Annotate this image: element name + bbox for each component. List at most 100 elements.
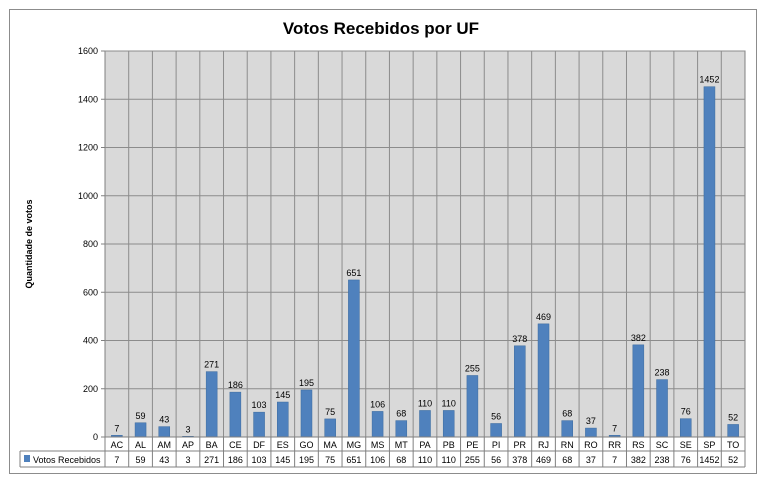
- x-category-label-RR: RR: [608, 440, 621, 450]
- table-value-SC: 238: [655, 455, 670, 465]
- data-label-TO: 52: [728, 412, 738, 422]
- bar-GO: [300, 389, 313, 438]
- gridlines: [105, 50, 745, 437]
- table-value-MT: 68: [396, 455, 406, 465]
- table-value-RJ: 469: [536, 455, 551, 465]
- data-label-BA: 271: [204, 360, 219, 370]
- x-category-label-RS: RS: [632, 440, 645, 450]
- bar-RJ: [537, 323, 550, 438]
- bar-SE: [679, 418, 692, 438]
- y-tick-label: 1600: [78, 46, 98, 56]
- x-category-label-MT: MT: [395, 440, 408, 450]
- data-label-AL: 59: [136, 411, 146, 421]
- table-value-PI: 56: [491, 455, 501, 465]
- data-label-AP: 3: [185, 424, 190, 434]
- x-category-label-MA: MA: [323, 440, 337, 450]
- bar-RO: [585, 427, 597, 438]
- bar-DF: [253, 411, 265, 438]
- x-category-label-DF: DF: [253, 440, 265, 450]
- bar-TO: [727, 424, 739, 438]
- bar-PR: [514, 345, 526, 438]
- table-value-AL: 59: [136, 455, 146, 465]
- x-category-label-PB: PB: [443, 440, 455, 450]
- y-axis-ticks: 0 200 400 600 800 1000 1200 1400 1600: [78, 46, 105, 442]
- data-label-AM: 43: [159, 415, 169, 425]
- x-category-label-BA: BA: [206, 440, 218, 450]
- x-category-label-GO: GO: [299, 440, 313, 450]
- table-value-RR: 7: [612, 455, 617, 465]
- y-tick-label: 400: [83, 336, 98, 346]
- data-label-SP: 1452: [699, 75, 719, 85]
- bar-CE: [229, 391, 242, 438]
- x-category-label-AM: AM: [158, 440, 172, 450]
- table-value-ES: 145: [275, 455, 290, 465]
- data-label-CE: 186: [228, 380, 243, 390]
- table-value-RO: 37: [586, 455, 596, 465]
- table-value-MA: 75: [325, 455, 335, 465]
- x-category-label-MS: MS: [371, 440, 385, 450]
- bar-PI: [490, 423, 502, 438]
- data-label-SC: 238: [655, 368, 670, 378]
- bar-ES: [277, 401, 289, 438]
- data-label-RS: 382: [631, 333, 646, 343]
- data-label-PR: 378: [512, 334, 527, 344]
- x-category-label-SC: SC: [656, 440, 669, 450]
- data-label-RJ: 469: [536, 312, 551, 322]
- bar-AM: [158, 426, 171, 438]
- data-label-MT: 68: [396, 409, 406, 419]
- bar-BA: [205, 371, 218, 438]
- x-category-label-AL: AL: [135, 440, 146, 450]
- bar-RS: [632, 344, 645, 438]
- bar-MS: [371, 411, 384, 438]
- x-category-label-RO: RO: [584, 440, 598, 450]
- x-category-label-SP: SP: [703, 440, 715, 450]
- bar-SC: [656, 379, 668, 438]
- y-tick-label: 600: [83, 287, 98, 297]
- x-category-label-PE: PE: [466, 440, 478, 450]
- chart-title: Votos Recebidos por UF: [283, 19, 479, 38]
- data-label-RN: 68: [562, 409, 572, 419]
- x-category-label-AC: AC: [111, 440, 124, 450]
- data-label-RR: 7: [612, 423, 617, 433]
- legend-swatch: [24, 455, 30, 462]
- table-value-SE: 76: [681, 455, 691, 465]
- table-value-MS: 106: [370, 455, 385, 465]
- bar-PE: [466, 375, 479, 438]
- y-tick-label: 1000: [78, 191, 98, 201]
- table-value-AC: 7: [114, 455, 119, 465]
- table-value-CE: 186: [228, 455, 243, 465]
- table-value-PA: 110: [418, 455, 432, 465]
- x-category-label-TO: TO: [727, 440, 739, 450]
- y-tick-label: 800: [83, 239, 98, 249]
- bars: [111, 86, 739, 438]
- data-label-SE: 76: [681, 407, 691, 417]
- bar-AL: [134, 422, 147, 438]
- bar-RN: [561, 420, 573, 438]
- data-label-PE: 255: [465, 363, 480, 373]
- x-category-label-PR: PR: [514, 440, 527, 450]
- bar-PB: [442, 410, 455, 438]
- x-category-label-PI: PI: [492, 440, 501, 450]
- x-category-label-CE: CE: [229, 440, 242, 450]
- y-tick-label: 0: [93, 432, 98, 442]
- data-label-PB: 110: [442, 398, 456, 408]
- table-value-AP: 3: [185, 455, 190, 465]
- x-category-label-SE: SE: [680, 440, 692, 450]
- x-category-label-RN: RN: [561, 440, 574, 450]
- y-axis-label: Quantidade de votos: [24, 199, 34, 288]
- table-value-GO: 195: [299, 455, 314, 465]
- data-label-PA: 110: [418, 398, 432, 408]
- bar-PA: [419, 410, 431, 438]
- table-value-DF: 103: [252, 455, 267, 465]
- table-value-MG: 651: [346, 455, 361, 465]
- data-label-MA: 75: [325, 407, 335, 417]
- x-category-label-PA: PA: [419, 440, 430, 450]
- bar-MT: [395, 420, 408, 438]
- data-label-GO: 195: [299, 378, 314, 388]
- data-label-PI: 56: [491, 411, 501, 421]
- data-table: AC 7 AL 59 AM 43 AP 3 BA 271 CE 186 DF 103 ES 145 GO 195 M…: [19, 436, 746, 468]
- bar-MA: [324, 418, 336, 438]
- table-value-TO: 52: [728, 455, 738, 465]
- table-value-SP: 1452: [699, 455, 719, 465]
- y-tick-label: 200: [83, 384, 98, 394]
